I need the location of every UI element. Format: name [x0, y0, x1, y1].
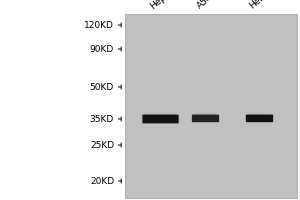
Text: 90KD: 90KD — [90, 45, 114, 53]
Text: 35KD: 35KD — [90, 114, 114, 123]
FancyBboxPatch shape — [144, 113, 177, 118]
FancyBboxPatch shape — [192, 115, 219, 122]
Text: 25KD: 25KD — [90, 140, 114, 149]
Text: 120KD: 120KD — [84, 21, 114, 29]
Text: 50KD: 50KD — [90, 83, 114, 92]
FancyBboxPatch shape — [142, 115, 179, 123]
FancyBboxPatch shape — [248, 113, 272, 118]
Text: A549: A549 — [195, 0, 219, 11]
Text: HepG2: HepG2 — [149, 0, 178, 11]
FancyBboxPatch shape — [194, 113, 218, 118]
FancyBboxPatch shape — [246, 115, 273, 122]
Bar — [124, 14, 297, 198]
Text: 20KD: 20KD — [90, 176, 114, 186]
Text: Hela: Hela — [248, 0, 269, 11]
